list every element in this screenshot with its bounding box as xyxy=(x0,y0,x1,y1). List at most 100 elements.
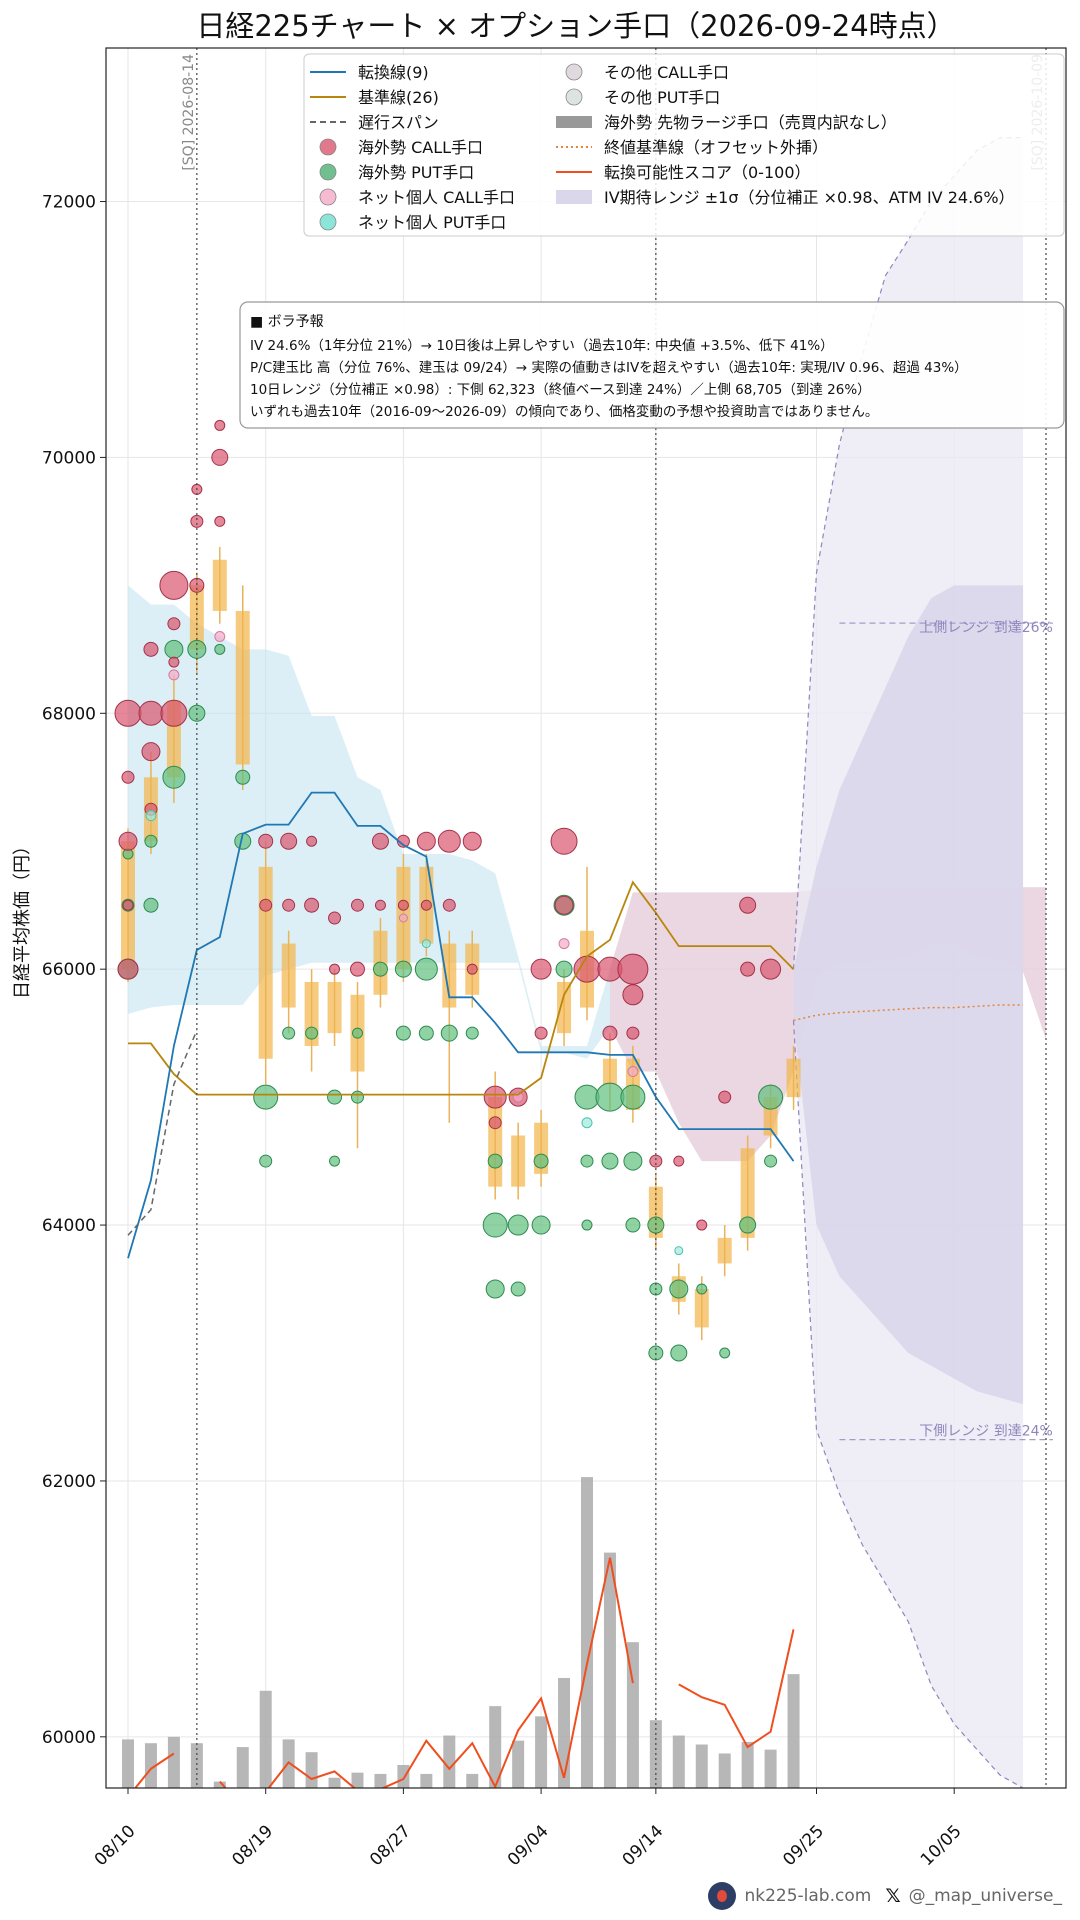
legend-label: その他 CALL手口 xyxy=(604,63,729,82)
candle-body xyxy=(327,981,342,1034)
foreign-put-bubble xyxy=(395,1025,411,1041)
foreign-put-bubble xyxy=(329,1155,341,1167)
foreign-call-bubble xyxy=(466,963,478,975)
foreign-call-bubble xyxy=(258,833,274,849)
futures-large-bar xyxy=(374,1773,387,1788)
foreign-call-bubble xyxy=(488,1116,502,1130)
foreign-call-bubble xyxy=(483,1085,507,1109)
legend-swatch-dot xyxy=(319,138,337,156)
futures-large-bar xyxy=(466,1773,479,1788)
foreign-call-bubble xyxy=(118,831,138,851)
foreign-call-bubble xyxy=(282,898,296,912)
legend-swatch-bar xyxy=(556,116,592,128)
foreign-put-bubble xyxy=(282,1026,296,1040)
foreign-put-bubble xyxy=(719,1347,731,1359)
foreign-put-bubble xyxy=(533,1153,549,1169)
kijun-line xyxy=(128,880,795,1096)
legend-label: 基準線(26) xyxy=(358,88,439,107)
foreign-call-bubble xyxy=(550,827,578,855)
foreign-put-bubble xyxy=(555,960,573,978)
legend-label: ネット個人 PUT手口 xyxy=(358,213,506,232)
foreign-call-bubble xyxy=(304,897,320,913)
foreign-call-bubble xyxy=(573,955,601,983)
foreign-put-bubble xyxy=(485,1279,505,1299)
close-extrapolation-line xyxy=(793,1004,1023,1022)
ichimoku-cloud-bear xyxy=(609,887,1046,1162)
foreign-call-bubble xyxy=(374,899,386,911)
legend-label: IV期待レンジ ±1σ（分位補正 ×0.98、ATM IV 24.6%） xyxy=(604,188,1015,207)
foreign-put-bubble xyxy=(581,1219,593,1231)
legend-label: 海外勢 CALL手口 xyxy=(358,138,483,157)
y-tick-label: 70000 xyxy=(42,448,96,468)
footer-site[interactable]: nk225-lab.com xyxy=(744,1886,872,1906)
foreign-call-bubble xyxy=(190,514,204,528)
foreign-put-bubble xyxy=(739,1216,757,1234)
y-tick-label: 64000 xyxy=(42,1216,96,1236)
foreign-call-bubble xyxy=(649,1154,663,1168)
foreign-call-bubble xyxy=(122,899,134,911)
legend-swatch-dot xyxy=(565,63,583,81)
foreign-put-bubble xyxy=(670,1344,688,1362)
futures-large-bar xyxy=(122,1739,134,1788)
candle-body xyxy=(488,1097,503,1187)
futures-large-bar xyxy=(397,1764,410,1788)
futures-large-bar xyxy=(443,1735,456,1788)
foreign-put-bubble xyxy=(235,769,251,785)
futures-large-bar xyxy=(167,1736,180,1788)
legend-swatch-dot xyxy=(319,163,337,181)
retail-put-bubble xyxy=(421,939,431,949)
foreign-call-bubble xyxy=(602,1025,618,1041)
plot-area: 上側レンジ 到達26%下側レンジ 到達24%[SQ] 2026-08-14[SQ… xyxy=(114,48,1053,1788)
foreign-call-bubble xyxy=(306,835,318,847)
foreign-call-bubble xyxy=(167,617,181,631)
futures-large-bar xyxy=(236,1747,249,1788)
futures-large-bar xyxy=(603,1552,616,1788)
legend-label: 転換線(9) xyxy=(358,63,429,82)
foreign-call-bubble xyxy=(351,898,364,912)
foreign-call-bubble xyxy=(534,1026,548,1040)
foreign-put-bubble xyxy=(507,1214,529,1236)
y-tick-label: 68000 xyxy=(42,704,96,724)
legend-swatch-dot xyxy=(319,188,337,206)
foreign-call-bubble xyxy=(622,984,644,1006)
legend-label: 海外勢 PUT手口 xyxy=(358,163,474,182)
foreign-call-bubble xyxy=(138,700,164,726)
futures-large-bar xyxy=(695,1744,708,1788)
foreign-put-bubble xyxy=(440,1024,458,1042)
foreign-call-bubble xyxy=(617,953,649,985)
foreign-call-bubble xyxy=(462,831,482,851)
foreign-call-bubble xyxy=(530,958,552,980)
foreign-put-bubble xyxy=(465,1026,479,1040)
foreign-put-bubble xyxy=(620,1084,646,1110)
legend-label: 海外勢 先物ラージ手口（売買内訳なし） xyxy=(604,113,897,132)
foreign-call-bubble xyxy=(673,1155,685,1167)
foreign-put-bubble xyxy=(352,1027,363,1039)
legend-box xyxy=(303,53,1065,237)
foreign-put-bubble xyxy=(482,1212,508,1238)
candle-body xyxy=(786,1058,801,1098)
site-logo-icon xyxy=(708,1882,737,1910)
candle-body xyxy=(740,1148,755,1238)
foreign-put-bubble xyxy=(372,961,388,977)
futures-large-bar xyxy=(558,1677,571,1788)
foreign-call-bubble xyxy=(189,577,205,593)
footer-handle[interactable]: @_map_universe_ xyxy=(908,1886,1062,1906)
futures-large-bar xyxy=(489,1706,502,1788)
y-tick-label: 72000 xyxy=(42,193,96,213)
x-tick-label: 09/04 xyxy=(504,1821,553,1870)
ichimoku-cloud-bull xyxy=(128,585,1046,1162)
x-tick-label: 10/05 xyxy=(917,1821,966,1870)
foreign-put-bubble xyxy=(144,834,158,848)
retail-put-bubble xyxy=(581,1117,593,1129)
foreign-call-bubble xyxy=(696,1219,708,1231)
futures-large-bar xyxy=(718,1753,731,1788)
legend-label: ネット個人 CALL手口 xyxy=(358,188,515,207)
retail-call-bubble xyxy=(558,938,570,950)
futures-large-bar xyxy=(764,1749,777,1788)
candle-body xyxy=(235,610,250,765)
foreign-put-bubble xyxy=(531,1215,551,1235)
foreign-call-bubble xyxy=(259,898,273,912)
y-axis-label: 日経平均株価（円） xyxy=(12,837,33,999)
x-tick-label: 09/14 xyxy=(619,1821,668,1870)
foreign-put-bubble xyxy=(625,1217,641,1233)
